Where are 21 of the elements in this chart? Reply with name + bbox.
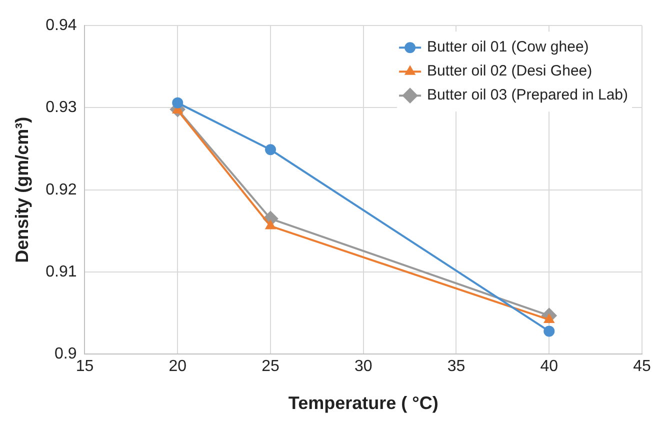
y-tick-label: 0.94 (46, 17, 77, 34)
x-tick-label: 40 (540, 358, 558, 376)
y-tick-label: 0.9 (54, 346, 77, 363)
x-tick-label: 25 (262, 358, 280, 376)
x-tick-label: 45 (633, 358, 651, 376)
point (172, 97, 184, 108)
legend-label: Butter oil 01 (Cow ghee) (427, 38, 589, 56)
point (266, 220, 276, 230)
legend-label: Butter oil 02 (Desi Ghee) (427, 62, 592, 80)
y-axis-title: Density (gm/cm³) (12, 116, 32, 263)
x-tick-label: 35 (447, 358, 466, 376)
x-tick-label: 15 (76, 358, 94, 376)
y-tick-label: 0.91 (46, 263, 77, 280)
y-tick-label: 0.92 (46, 181, 77, 198)
x-axis-title: Temperature ( °C) (288, 393, 438, 414)
y-tick-label: 0.93 (46, 99, 77, 116)
x-tick-label: 20 (168, 358, 187, 376)
x-tick-label: 30 (354, 358, 372, 376)
legend-label: Butter oil 03 (Prepared in Lab) (427, 86, 628, 104)
point (264, 144, 276, 156)
point (544, 326, 555, 337)
